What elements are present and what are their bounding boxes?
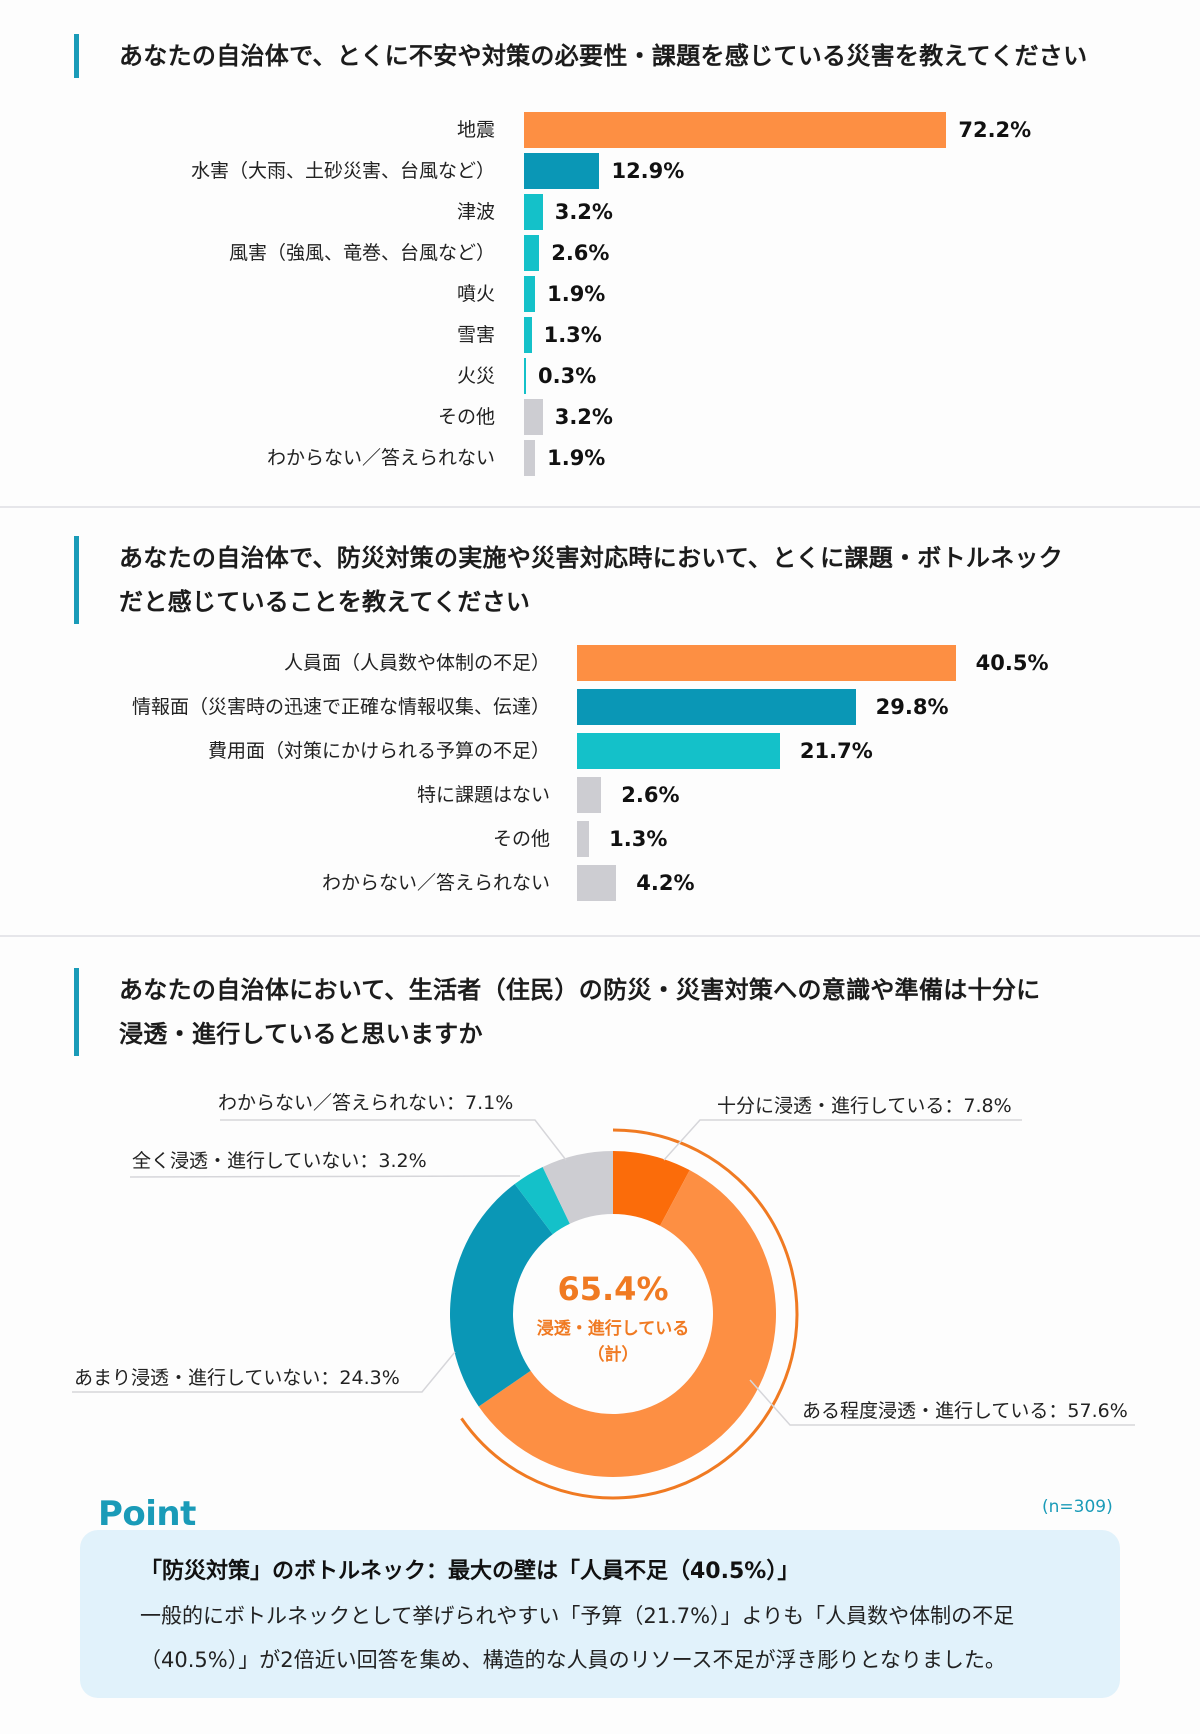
bar-value-label: 21.7% — [799, 739, 873, 763]
bar-value-label: 1.3% — [609, 827, 668, 851]
donut-center-label-line2: （計） — [587, 1345, 639, 1365]
bar-row: その他 3.2% — [0, 399, 1200, 435]
bar-row: 火災 0.3% — [0, 358, 1200, 394]
callout-not-much: あまり浸透・進行していない：24.3% — [74, 1367, 400, 1389]
bar-value-label: 72.2% — [958, 118, 1032, 142]
bar-row: わからない／答えられない 4.2% — [0, 865, 1200, 901]
bar-row: 情報面（災害時の迅速で正確な情報収集、伝達） 29.8% — [0, 689, 1200, 725]
bar — [524, 112, 947, 148]
bar-row: 噴火 1.9% — [0, 276, 1200, 312]
bar-row: 津波 3.2% — [0, 194, 1200, 230]
bar-row: 水害（大雨、土砂災害、台風など） 12.9% — [0, 153, 1200, 189]
bar-value-label: 2.6% — [551, 241, 610, 265]
donut-center-value: 65.4% — [557, 1270, 669, 1308]
question-title-1: あなたの自治体で、とくに不安や対策の必要性・課題を感じている災害を教えてください — [74, 34, 1087, 78]
point-heading: Point — [98, 1494, 196, 1534]
bar-category-label: 情報面（災害時の迅速で正確な情報収集、伝達） — [131, 696, 550, 718]
total-bracket-arc — [460, 1128, 799, 1500]
bar — [577, 865, 617, 901]
section-divider — [0, 506, 1200, 508]
bar-value-label: 12.9% — [611, 159, 685, 183]
question-title-line2: 浸透・進行していると思いますか — [119, 1020, 483, 1048]
bar-category-label: 特に課題はない — [416, 784, 550, 806]
bar-value-label: 4.2% — [636, 871, 695, 895]
bar-category-label: 水害（大雨、土砂災害、台風など） — [190, 160, 495, 182]
callout-not-at-all: 全く浸透・進行していない：3.2% — [132, 1150, 427, 1172]
bar — [577, 777, 602, 813]
question-title-3: あなたの自治体において、生活者（住民）の防災・災害対策への意識や準備は十分に 浸… — [74, 968, 1040, 1056]
bar — [524, 194, 543, 230]
bar-value-label: 29.8% — [875, 695, 949, 719]
bar — [524, 235, 540, 271]
bar-row: 地震 72.2% — [0, 112, 1200, 148]
bar-value-label: 1.3% — [543, 323, 602, 347]
bar-value-label: 2.6% — [621, 783, 680, 807]
bar — [524, 399, 543, 435]
question-title-text: あなたの自治体で、とくに不安や対策の必要性・課題を感じている災害を教えてください — [119, 42, 1088, 70]
callout-fully: 十分に浸透・進行している：7.8% — [717, 1095, 1012, 1117]
point-summary-title: 「防災対策」のボトルネック：最大の壁は「人員不足（40.5%）」 — [140, 1559, 800, 1584]
callout-unknown: わからない／答えられない：7.1% — [218, 1092, 514, 1114]
bar-value-label: 1.9% — [547, 446, 606, 470]
bar-value-label: 0.3% — [538, 364, 597, 388]
bar-value-label: 40.5% — [975, 651, 1049, 675]
point-summary-box: 「防災対策」のボトルネック：最大の壁は「人員不足（40.5%）」 一般的にボトル… — [80, 1530, 1120, 1698]
bar — [577, 821, 590, 857]
bar-row: 費用面（対策にかけられる予算の不足） 21.7% — [0, 733, 1200, 769]
bar-row: わからない／答えられない 1.9% — [0, 440, 1200, 476]
bar — [524, 276, 536, 312]
donut-center-label: 浸透・進行している （計） — [513, 1316, 713, 1368]
bar-row: 風害（強風、竜巻、台風など） 2.6% — [0, 235, 1200, 271]
donut-slice — [514, 1166, 570, 1235]
question-title-line2: だと感じていることを教えてください — [119, 588, 531, 616]
donut-slice — [613, 1151, 690, 1226]
callout-somewhat: ある程度浸透・進行している：57.6% — [802, 1400, 1128, 1422]
donut-center-label-line1: 浸透・進行している — [536, 1319, 690, 1339]
bar-category-label: 噴火 — [456, 283, 495, 305]
bar — [577, 645, 956, 681]
bar-category-label: 火災 — [456, 365, 495, 387]
bar-row: その他 1.3% — [0, 821, 1200, 857]
question-title-line1: あなたの自治体において、生活者（住民）の防災・災害対策への意識や準備は十分に — [119, 976, 1041, 1004]
bar — [524, 440, 536, 476]
bar-category-label: 風害（強風、竜巻、台風など） — [228, 242, 495, 264]
bar — [524, 317, 532, 353]
bar-category-label: 地震 — [456, 119, 495, 141]
bar-category-label: 雪害 — [456, 324, 495, 346]
sample-size-note: (n=309) — [1042, 1497, 1113, 1517]
bar-category-label: その他 — [492, 828, 550, 850]
question-title-2: あなたの自治体で、防災対策の実施や災害対応時において、とくに課題・ボトルネック … — [74, 536, 1063, 624]
section-divider — [0, 935, 1200, 937]
question-title-line1: あなたの自治体で、防災対策の実施や災害対応時において、とくに課題・ボトルネック — [119, 544, 1064, 572]
bar-row: 人員面（人員数や体制の不足） 40.5% — [0, 645, 1200, 681]
bar-row: 特に課題はない 2.6% — [0, 777, 1200, 813]
bar-category-label: その他 — [437, 406, 495, 428]
bar-row: 雪害 1.3% — [0, 317, 1200, 353]
bar-category-label: 費用面（対策にかけられる予算の不足） — [207, 740, 550, 762]
bar-category-label: 人員面（人員数や体制の不足） — [283, 652, 550, 674]
bar-value-label: 3.2% — [554, 405, 613, 429]
bar — [524, 153, 600, 189]
donut-slice — [542, 1151, 613, 1224]
bar — [577, 733, 780, 769]
bar — [524, 358, 526, 394]
bar-value-label: 1.9% — [547, 282, 606, 306]
bar-category-label: わからない／答えられない — [321, 872, 550, 894]
point-summary-body: 一般的にボトルネックとして挙げられやすい「予算（21.7%）」よりも「人員数や体… — [140, 1604, 1015, 1672]
bar — [577, 689, 856, 725]
bar-value-label: 3.2% — [554, 200, 613, 224]
bar-category-label: わからない／答えられない — [266, 447, 495, 469]
bar-category-label: 津波 — [456, 201, 495, 223]
